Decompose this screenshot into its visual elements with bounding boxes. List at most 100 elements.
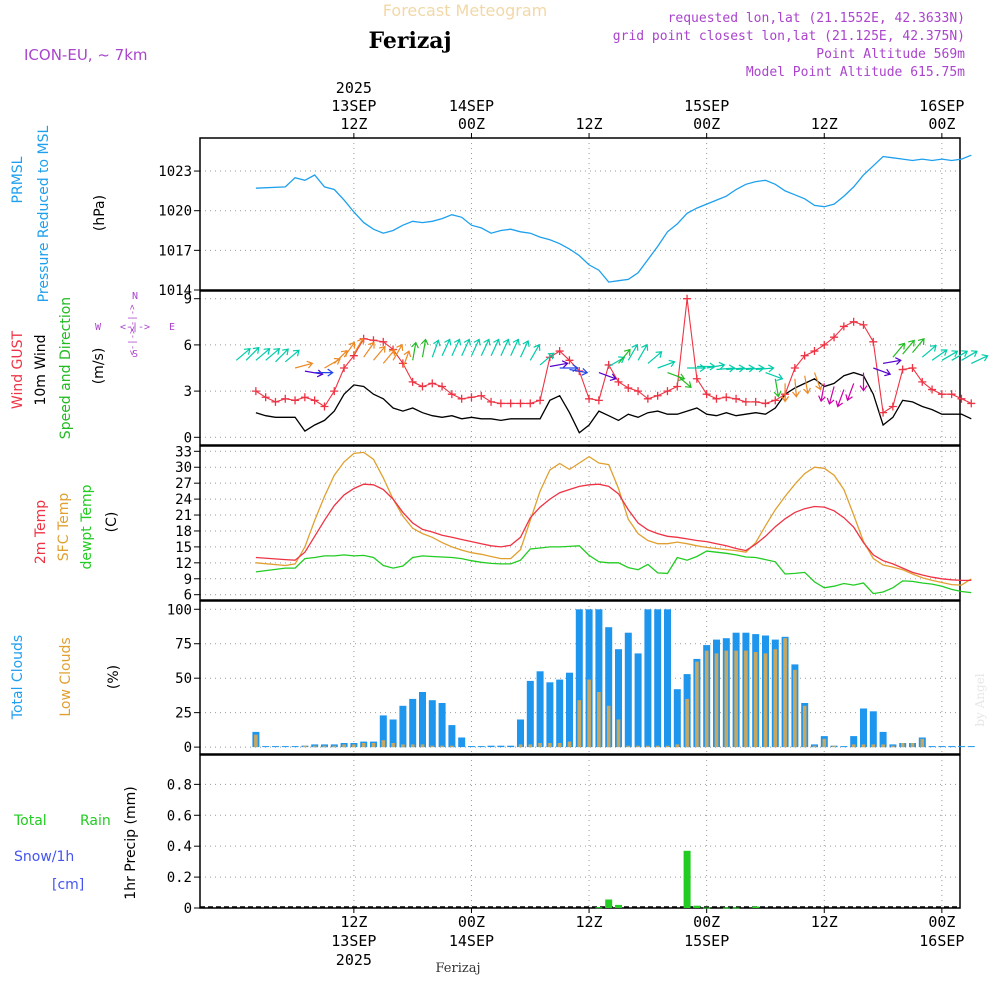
temp-dewpt-label: dewpt Temp: [79, 484, 95, 569]
total-cloud-bar-60: [840, 746, 848, 748]
wind-arrow-1: [245, 346, 260, 361]
compass-n: N: [132, 291, 138, 302]
wind-arrow-69: [931, 349, 948, 361]
time-label-top-1-1: 00Z: [458, 115, 485, 133]
gust-marker-67: [908, 364, 917, 372]
gust-marker-28: [526, 399, 535, 408]
panel-frame-precip: [199, 754, 961, 909]
wind-arrow-37: [618, 348, 631, 364]
rain-bar-8: [752, 906, 760, 908]
ytick-label-wind-1: 3: [184, 384, 192, 400]
wind-arrow-51: [755, 364, 775, 373]
wind-arrow-62: [859, 372, 868, 392]
wind-arrow-27: [500, 338, 511, 356]
gust-marker-69: [928, 385, 937, 394]
wind-arrow-21: [441, 338, 452, 356]
gust-marker-16: [408, 377, 417, 386]
gust-marker-61: [849, 317, 858, 326]
time-label-bottom-0-1: 13SEP: [331, 932, 376, 950]
rain-bar-5: [703, 907, 711, 909]
wind-arrow-23: [461, 338, 471, 356]
wind-arrow-0: [235, 348, 251, 361]
gust-marker-40: [643, 394, 652, 403]
wind-arrow-53: [773, 378, 782, 398]
low-cloud-bar-22: [567, 741, 572, 748]
ytick-label-temperature-7: 27: [175, 476, 192, 492]
ytick-label-wind-3: 9: [184, 292, 192, 308]
gust-marker-6: [310, 396, 319, 405]
gust-marker-35: [594, 396, 603, 405]
gust-marker-19: [438, 382, 447, 391]
ytick-label-pressure-0: 1014: [158, 283, 192, 299]
gust-marker-46: [702, 390, 711, 399]
rain-legend-rain: Rain: [80, 813, 111, 829]
temp-2m-line: [255, 483, 972, 582]
total-cloud-bar-36: [605, 627, 613, 748]
gust-marker-48: [722, 393, 731, 402]
total-cloud-bar-61: [850, 736, 858, 748]
total-clouds-label: Total Clouds: [10, 635, 26, 720]
temp-sfc-line: [255, 451, 972, 586]
low-cloud-bar-44: [783, 638, 787, 748]
wind-speed-line: [255, 371, 972, 434]
wind-arrow-42: [667, 372, 686, 381]
wind-arrow-28: [510, 338, 520, 356]
time-label-bottom-5-1: 16SEP: [919, 932, 964, 950]
wind-arrow-12: [353, 337, 364, 355]
gust-marker-53: [771, 396, 780, 405]
wind-arrow-71: [951, 350, 969, 361]
low-cloud-bar-5: [342, 744, 346, 748]
gust-marker-57: [810, 347, 819, 356]
wind-arrow-35: [598, 372, 617, 381]
panel-frame-pressure: [199, 137, 961, 291]
total-cloud-bar-20: [448, 725, 456, 748]
gust-marker-22: [467, 393, 476, 402]
wind-arrow-19: [420, 338, 429, 358]
gust-marker-21: [457, 394, 466, 403]
total-cloud-bar-21: [458, 737, 466, 748]
wind-arrow-60: [835, 389, 845, 408]
gust-marker-5: [300, 393, 309, 402]
low-cloud-bar-49: [832, 745, 836, 748]
low-cloud-bar-28: [626, 745, 631, 748]
low-cloud-bar-6: [352, 744, 356, 748]
low-cloud-bar-16: [450, 745, 454, 748]
clouds-unit-label: (%): [106, 665, 122, 689]
wind-arrow-65: [892, 342, 906, 358]
low-cloud-bar-17: [518, 744, 523, 748]
ytick-label-wind-0: 0: [184, 430, 192, 446]
temp-2m-label: 2m Temp: [33, 500, 49, 564]
ytick-label-temperature-8: 30: [175, 460, 192, 476]
low-cloud-bar-18: [528, 744, 533, 748]
low-cloud-bar-20: [548, 743, 552, 748]
gust-marker-17: [418, 382, 427, 391]
wind-arrow-38: [627, 343, 639, 361]
ytick-label-precip-2: 0.4: [167, 839, 192, 855]
gust-marker-64: [879, 408, 888, 417]
gust-marker-51: [751, 397, 760, 406]
low-cloud-bar-52: [871, 744, 876, 748]
ytick-label-temperature-2: 12: [175, 556, 192, 572]
low-cloud-bar-4: [332, 745, 337, 748]
wind-arrow-17: [402, 350, 412, 369]
total-cloud-bar-63: [869, 711, 877, 748]
wind-arrow-34: [569, 367, 589, 376]
gust-marker-55: [790, 364, 799, 372]
gust-marker-41: [653, 391, 662, 400]
total-cloud-bar-35: [595, 609, 603, 748]
total-cloud-bar-19: [438, 703, 446, 748]
wind-arrow-30: [529, 343, 541, 361]
panel-frame-temperature: [199, 445, 961, 601]
time-label-top-0-0: 2025: [336, 79, 372, 97]
gust-marker-37: [614, 377, 623, 386]
gust-marker-63: [869, 337, 878, 346]
gust-marker-23: [477, 391, 486, 400]
wind-gust-label: Wind GUST: [10, 330, 26, 409]
low-cloud-bar-38: [724, 650, 729, 748]
time-label-top-3-1: 00Z: [693, 115, 720, 133]
low-cloud-bar-27: [616, 719, 621, 748]
precip-unit-label: 1hr Precip (mm): [123, 786, 139, 899]
gust-marker-65: [888, 402, 897, 411]
rain-legend-total: Total: [13, 813, 47, 829]
gust-marker-20: [447, 390, 456, 399]
